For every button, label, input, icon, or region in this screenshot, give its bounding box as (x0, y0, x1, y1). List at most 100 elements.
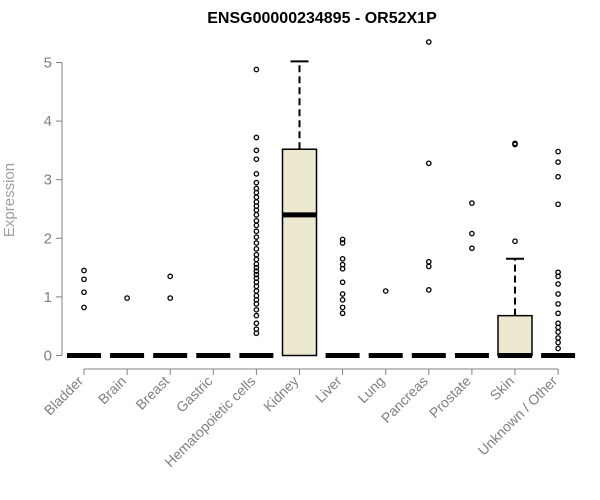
outlier-point (253, 66, 260, 73)
outlier-point (167, 273, 174, 280)
outlier-point (253, 312, 260, 319)
outlier-point (124, 295, 130, 301)
outlier-point (253, 268, 260, 274)
outlier-point (555, 281, 561, 287)
box-unknown-other (541, 148, 576, 358)
outlier-point (339, 265, 346, 272)
outlier-point (253, 240, 260, 246)
outlier-point (253, 222, 260, 229)
outlier-point (253, 212, 260, 218)
box-bladder (67, 267, 101, 358)
outlier-point (555, 291, 561, 297)
outlier-point (81, 289, 87, 296)
box-hematopoietic-cells (239, 66, 274, 358)
outlier-point (253, 301, 260, 307)
y-tick-label: 5 (44, 55, 52, 72)
outlier-point (253, 134, 260, 141)
outlier-point (81, 304, 87, 311)
outlier-point (167, 295, 174, 301)
outlier-point (253, 147, 260, 154)
x-tick-label: Skin (487, 373, 518, 404)
outlier-point (555, 345, 561, 352)
box-lung (368, 288, 403, 358)
outlier-point (253, 245, 260, 252)
outlier-point (425, 160, 432, 167)
outlier-point (253, 179, 260, 186)
outlier-point (253, 330, 260, 337)
outlier-point (555, 329, 561, 335)
outlier-point (253, 170, 260, 177)
outlier-point (555, 301, 561, 307)
outlier-point (81, 276, 87, 283)
box-series (67, 39, 576, 358)
box-kidney (281, 60, 318, 357)
outlier-point (339, 240, 346, 246)
box-body (497, 314, 533, 357)
outlier-point (425, 263, 432, 270)
y-tick-label: 2 (44, 230, 52, 247)
outlier-point (555, 159, 561, 165)
outlier-point (469, 200, 475, 206)
x-tick-label: Breast (132, 373, 172, 413)
outlier-point (81, 267, 87, 274)
outlier-point (339, 279, 346, 286)
outlier-point (555, 339, 561, 346)
outlier-point (382, 288, 389, 294)
outlier-point (425, 258, 432, 265)
outlier-point (253, 261, 260, 267)
box-skin (497, 140, 533, 358)
outlier-point (253, 288, 260, 294)
y-axis-label: Expression (1, 163, 18, 237)
x-tick-label: Lung (354, 373, 387, 406)
x-tick-label: Bladder (41, 373, 87, 419)
box-pancreas (411, 39, 446, 358)
outlier-point (425, 39, 432, 45)
outlier-point (339, 310, 346, 317)
outlier-point (253, 251, 260, 258)
y-axis: 0 1 2 3 4 5 (44, 55, 63, 365)
outlier-point (469, 230, 475, 237)
box-body (281, 148, 318, 357)
outlier-point (253, 194, 260, 201)
x-tick-label: Kidney (260, 373, 302, 415)
x-tick-label: Prostate (426, 373, 474, 421)
y-tick-label: 0 (44, 348, 52, 365)
outlier-point (555, 148, 561, 155)
outlier-point (555, 273, 561, 280)
x-tick-label: Unknown / Other (475, 373, 561, 459)
box-breast (153, 273, 188, 358)
outlier-point (253, 264, 260, 271)
chart-title: ENSG00000234895 - OR52X1P (207, 10, 437, 27)
y-tick-label: 1 (44, 289, 52, 306)
outlier-point (339, 304, 346, 311)
outlier-point (512, 141, 518, 148)
y-tick-label: 4 (44, 113, 52, 130)
outlier-point (555, 335, 561, 341)
x-tick-label: Gastric (173, 373, 216, 416)
outlier-point (253, 256, 260, 263)
outlier-point (425, 287, 432, 293)
y-tick-label: 3 (44, 172, 52, 189)
outlier-point (253, 271, 260, 278)
outlier-point (339, 255, 346, 262)
box-brain (110, 295, 145, 358)
x-tick-label: Liver (312, 373, 345, 406)
outlier-point (253, 228, 260, 235)
outlier-point (253, 156, 260, 163)
outlier-point (555, 310, 561, 317)
outlier-point (253, 217, 260, 224)
outlier-point (469, 245, 475, 252)
x-tick-label: Brain (95, 373, 129, 407)
x-tick-label: Pancreas (378, 373, 431, 426)
outlier-point (555, 173, 561, 180)
outlier-point (253, 320, 260, 327)
box-prostate (454, 200, 489, 358)
outlier-point (253, 234, 260, 240)
outlier-point (339, 291, 346, 297)
outlier-point (253, 306, 260, 313)
outlier-point (555, 201, 561, 208)
outlier-point (512, 238, 518, 245)
outlier-point (339, 296, 346, 303)
